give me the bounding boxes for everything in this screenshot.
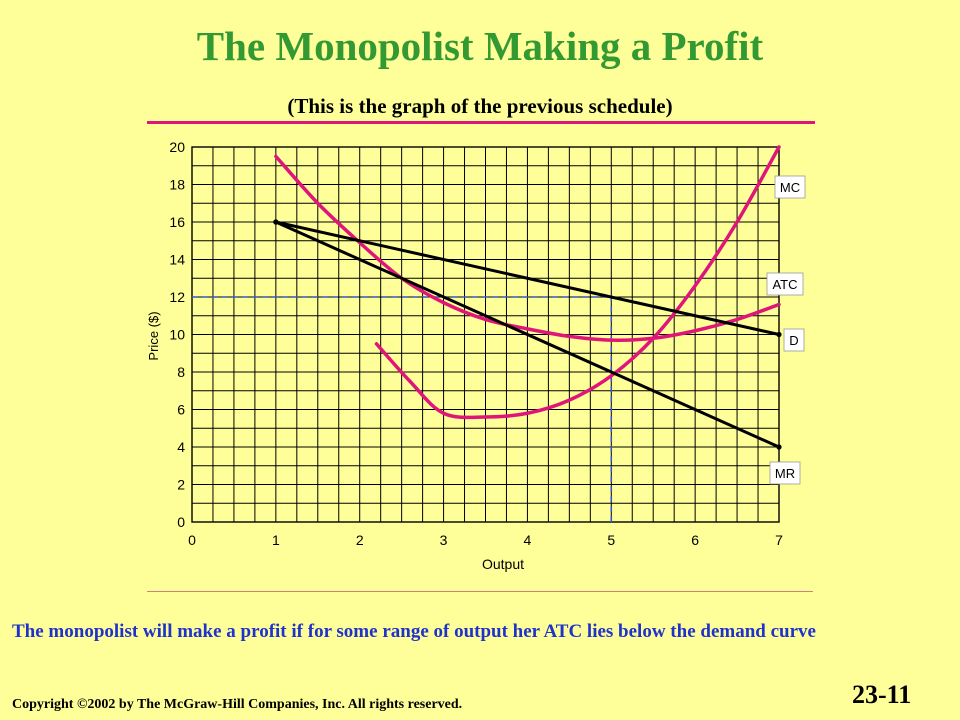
curve-d xyxy=(274,220,781,336)
curve-atc xyxy=(274,154,781,342)
curve-labels: MC ATC D MR xyxy=(766,175,806,485)
y-tick-label: 0 xyxy=(177,514,185,530)
y-tick-label: 20 xyxy=(169,139,185,155)
y-tick-label: 8 xyxy=(177,364,185,380)
label-mr: MR xyxy=(775,466,795,481)
y-tick-label: 12 xyxy=(169,289,185,305)
label-atc: ATC xyxy=(772,277,797,292)
x-tick-label: 6 xyxy=(691,532,699,548)
label-d: D xyxy=(789,333,798,348)
reference-lines xyxy=(192,296,613,522)
x-tick-label: 5 xyxy=(607,532,615,548)
label-box-d xyxy=(783,328,805,352)
y-axis-label: Price ($) xyxy=(146,311,161,360)
curve-endpoint xyxy=(273,219,279,225)
slide-number: 23-11 xyxy=(852,680,912,709)
slide-subtitle: (This is the graph of the previous sched… xyxy=(287,94,673,118)
x-tick-label: 1 xyxy=(272,532,280,548)
x-tick-label: 4 xyxy=(524,532,532,548)
chart-grid xyxy=(191,146,780,523)
curve-mc xyxy=(374,145,781,420)
curve-endpoint xyxy=(776,331,782,338)
slide-title: The Monopolist Making a Profit xyxy=(196,23,764,69)
title-divider xyxy=(147,121,815,124)
y-tick-label: 4 xyxy=(177,439,185,455)
copyright-text: Copyright ©2002 by The McGraw-Hill Compa… xyxy=(12,697,463,712)
y-tick-label: 18 xyxy=(169,177,185,193)
label-box-mr xyxy=(769,461,801,485)
y-tick-label: 16 xyxy=(169,214,185,230)
label-box-atc xyxy=(766,272,804,296)
curve-endpoint xyxy=(776,444,782,450)
y-tick-label: 10 xyxy=(169,327,185,343)
x-tick-label: 3 xyxy=(440,532,448,548)
bottom-divider xyxy=(147,591,813,592)
x-axis-label: Output xyxy=(482,556,524,572)
chart-curves xyxy=(273,145,782,450)
x-tick-label: 7 xyxy=(775,532,783,548)
label-box-mc xyxy=(774,175,806,199)
caption-text: The monopolist will make a profit if for… xyxy=(12,621,816,642)
y-tick-label: 2 xyxy=(177,477,185,493)
y-tick-label: 14 xyxy=(169,252,185,268)
x-tick-label: 2 xyxy=(356,532,364,548)
axis-titles: Output Price ($) xyxy=(146,311,524,572)
label-mc: MC xyxy=(780,180,800,195)
curve-mr xyxy=(274,220,781,449)
x-tick-label: 0 xyxy=(188,532,196,548)
y-tick-label: 6 xyxy=(177,402,185,418)
